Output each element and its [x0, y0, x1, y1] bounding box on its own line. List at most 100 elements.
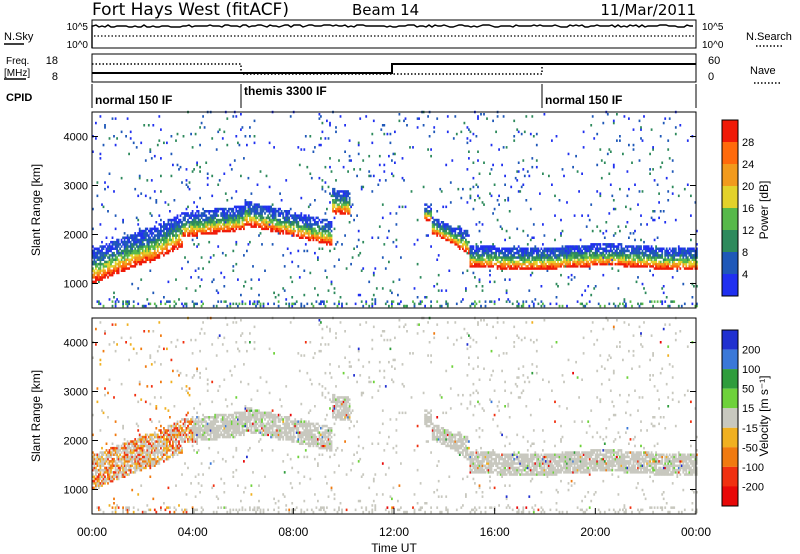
power-cell [99, 302, 102, 306]
power-cell [511, 254, 514, 257]
velocity-cell [147, 444, 150, 448]
power-cell [609, 245, 612, 248]
power-cell [298, 276, 301, 279]
power-cell [206, 221, 209, 224]
power-cell [436, 234, 439, 237]
velocity-cell [113, 457, 115, 461]
power-cell [212, 218, 215, 222]
power-cell [632, 128, 635, 131]
velocity-cell [125, 457, 127, 461]
power-cell [437, 221, 440, 224]
power-cell [152, 251, 155, 255]
power-cell [584, 251, 587, 255]
power-cell [483, 262, 485, 266]
power-cell [307, 232, 310, 235]
power-cell [309, 223, 312, 226]
power-cell [475, 135, 478, 138]
power-cell [150, 157, 153, 160]
power-cell [609, 258, 612, 261]
power-cell [430, 210, 432, 213]
power-cell [540, 267, 543, 270]
power-cell [98, 251, 100, 255]
power-cell [223, 285, 226, 288]
power-cell [520, 265, 523, 268]
power-cell [128, 258, 130, 261]
velocity-cell [131, 462, 134, 465]
power-cell [659, 256, 662, 259]
power-cell [679, 254, 682, 257]
velocity-cell [102, 457, 105, 461]
power-cell [653, 210, 656, 213]
power-cell [320, 236, 322, 239]
power-cell [493, 300, 496, 303]
velocity-cell [93, 482, 96, 485]
power-cell [194, 302, 197, 306]
power-cell [585, 225, 588, 228]
power-cell [141, 245, 144, 248]
power-cell [206, 218, 209, 222]
velocity-cell [125, 473, 127, 476]
power-cell [542, 256, 544, 259]
power-cell [442, 205, 445, 209]
power-cell [297, 214, 300, 217]
power-cell [163, 296, 165, 299]
power-cell [199, 214, 201, 217]
power-cell [584, 245, 587, 248]
power-cell [548, 265, 550, 268]
power-cell [326, 240, 328, 244]
power-cell [493, 183, 496, 186]
power-cell [149, 150, 152, 153]
power-cell [274, 223, 277, 226]
power-cell [570, 278, 573, 281]
power-cell [626, 249, 629, 253]
power-cell [181, 234, 183, 237]
power-cell [170, 229, 173, 233]
power-cell [126, 245, 129, 248]
power-cell [516, 251, 519, 255]
velocity-cell [113, 446, 115, 450]
power-cell [448, 225, 451, 228]
power-cell [656, 254, 659, 257]
velocity-cell [104, 393, 106, 397]
power-cell [652, 247, 654, 250]
power-cell [575, 247, 577, 250]
power-cell [513, 245, 516, 248]
power-cell [246, 216, 248, 220]
power-cell [469, 187, 472, 191]
power-cell [149, 240, 152, 244]
power-cell [114, 265, 117, 268]
power-cell [166, 245, 168, 248]
power-cell [230, 196, 233, 200]
power-cell [377, 183, 380, 186]
power-cell [626, 170, 629, 173]
power-cell [516, 304, 519, 308]
power-cell [126, 302, 129, 306]
power-cell [413, 304, 416, 308]
power-cell [620, 245, 623, 248]
power-cell [99, 269, 102, 272]
power-cell [585, 302, 588, 306]
power-cell [92, 254, 94, 257]
velocity-cell [119, 449, 121, 452]
power-cell [113, 247, 115, 250]
power-cell [175, 302, 177, 306]
power-cell [141, 236, 144, 239]
power-cell [303, 218, 306, 222]
velocity-cell [114, 468, 117, 472]
power-cell [241, 207, 244, 211]
power-cell [102, 304, 105, 308]
power-cell [229, 227, 232, 231]
power-cell [185, 183, 188, 186]
power-cell [528, 267, 531, 270]
power-cell [338, 192, 340, 195]
power-cell [522, 260, 525, 264]
power-cell [259, 214, 262, 217]
power-cell [258, 234, 260, 237]
power-cell [212, 214, 215, 217]
power-cell [498, 148, 500, 151]
power-cell [140, 260, 143, 264]
velocity-cell [95, 468, 97, 472]
power-cell [693, 249, 695, 253]
power-cell [237, 304, 239, 308]
velocity-cell [95, 343, 97, 346]
